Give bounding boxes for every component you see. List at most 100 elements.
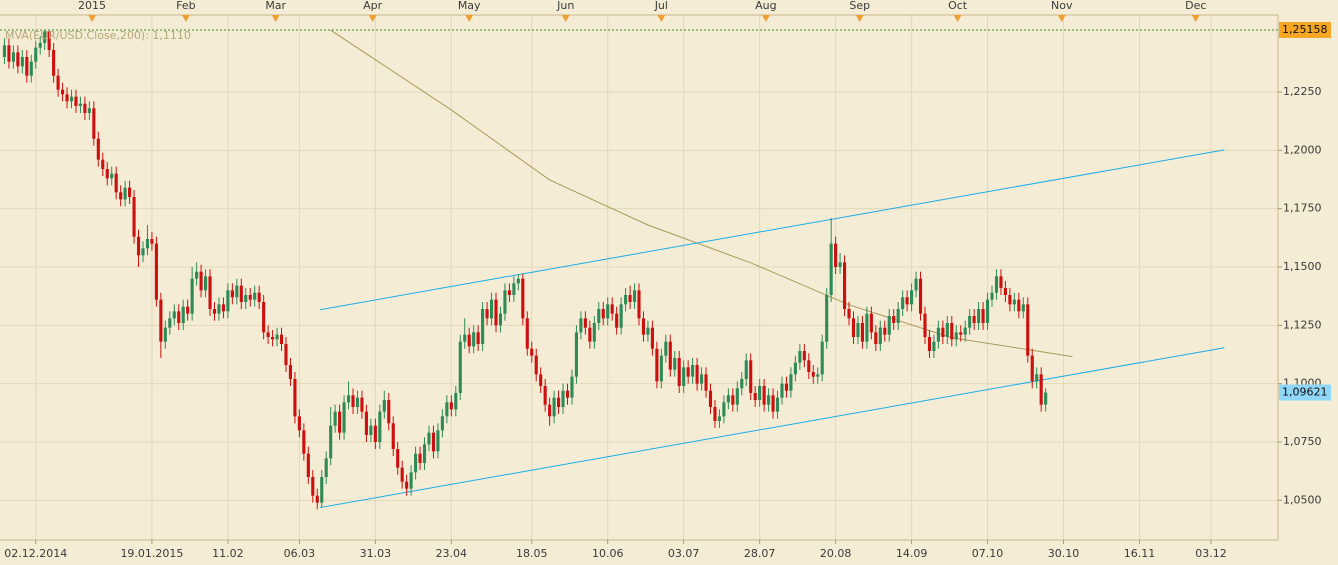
candle-body (534, 355, 538, 375)
x-tick-label: 03.12 (1195, 547, 1227, 560)
candle-body (60, 89, 65, 95)
moving-average (330, 29, 1073, 358)
candle-body (838, 262, 842, 267)
candle-body (38, 43, 42, 48)
x-tick-label: 19.01.2015 (120, 547, 183, 560)
candle-body (999, 276, 1003, 288)
candle-body (1035, 374, 1039, 382)
x-tick-label: 20.08 (820, 547, 852, 560)
candle-body (610, 304, 614, 314)
month-marker (465, 15, 474, 22)
candle-body (454, 393, 458, 410)
month-marker (88, 15, 97, 22)
candle-body (646, 327, 650, 335)
x-tick-label: 06.03 (284, 547, 316, 560)
candle-body (1021, 304, 1025, 312)
candle-body (548, 404, 552, 417)
high-price-label: 1,25158 (1282, 23, 1328, 36)
candle-body (208, 276, 212, 309)
candle-body (619, 304, 623, 328)
candle-body (25, 57, 29, 76)
y-tick-label: 1,1500 (1283, 260, 1322, 273)
candle-body (927, 337, 932, 351)
candle-body (574, 332, 579, 377)
candle-body (539, 374, 543, 386)
candle-body (43, 31, 47, 43)
candle-body (932, 341, 936, 351)
candle-body (717, 416, 721, 421)
candle-body (565, 390, 570, 398)
candle-body (248, 295, 252, 300)
candle-body (400, 467, 404, 482)
candle-body (199, 271, 203, 291)
month-marker (1191, 15, 1200, 22)
top-tick-label: Nov (1051, 0, 1073, 12)
candle-body (467, 334, 471, 347)
y-tick-label: 1,0750 (1283, 435, 1322, 448)
candle-body (507, 290, 511, 295)
candle-body (364, 411, 368, 435)
last-price-label: 1,09621 (1282, 386, 1328, 399)
candle-body (829, 243, 833, 295)
candle-body (941, 327, 945, 337)
month-marker (953, 15, 962, 22)
top-tick-label: Sep (849, 0, 870, 12)
candle-body (918, 278, 923, 314)
candle-body (414, 453, 418, 473)
candle-body (704, 374, 708, 391)
x-tick-label: 18.05 (516, 547, 548, 560)
candle-body (427, 432, 431, 445)
candle-body (726, 395, 730, 403)
candle-body (7, 45, 11, 62)
candle-body (279, 334, 284, 344)
candle-body (132, 197, 136, 237)
candle-body (901, 297, 905, 309)
x-tick-label: 14.09 (896, 547, 928, 560)
candle-body (842, 262, 847, 309)
candle-body (262, 302, 266, 333)
candle-body (820, 341, 824, 375)
x-tick-label: 31.03 (360, 547, 392, 560)
candle-body (154, 243, 158, 300)
candle-body (230, 290, 234, 298)
candle-body (874, 332, 878, 344)
candle-body (592, 323, 596, 342)
candle-body (641, 318, 646, 335)
candle-body (405, 481, 409, 489)
candle-body (141, 248, 145, 256)
candle-body (1026, 304, 1030, 356)
candle-body (945, 323, 949, 337)
x-tick-label: 23.04 (436, 547, 468, 560)
candle-body (145, 239, 150, 249)
y-tick-label: 1,2000 (1283, 143, 1322, 156)
candle-body (972, 316, 976, 323)
candle-body (360, 397, 364, 412)
candle-body (740, 379, 744, 389)
candle-body (851, 318, 856, 337)
top-tick-label: Oct (948, 0, 968, 12)
candle-body (136, 236, 141, 256)
candle-body (561, 390, 565, 407)
candle-body (722, 402, 726, 417)
candle-body (789, 374, 793, 391)
candle-body (284, 344, 288, 365)
candle-body (52, 50, 56, 76)
candle-body (226, 290, 230, 312)
candle-body (168, 318, 172, 328)
candle-body (69, 96, 74, 102)
candle-body (489, 299, 494, 319)
candle-body (114, 173, 118, 193)
candle-body (494, 299, 498, 326)
top-tick-label: Mar (265, 0, 286, 12)
candle-body (302, 430, 306, 454)
candle-body (865, 313, 869, 342)
x-tick-label: 07.10 (972, 547, 1004, 560)
candle-body (1017, 299, 1021, 312)
candle-body (749, 360, 753, 393)
candle-body (190, 278, 194, 314)
candle-body (762, 386, 766, 405)
x-tick-label: 02.12.2014 (4, 547, 67, 560)
candle-body (172, 311, 176, 319)
